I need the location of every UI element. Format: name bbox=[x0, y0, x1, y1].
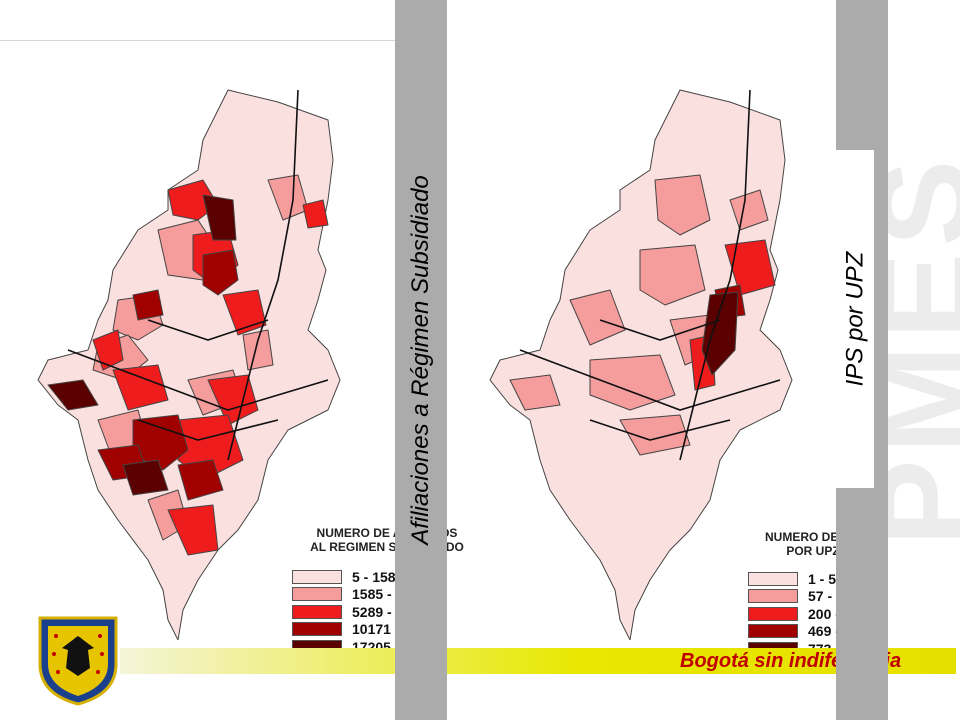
right-legend-title-line2: POR UPZ bbox=[786, 544, 840, 558]
right-map bbox=[489, 89, 793, 640]
legend-item: 1 - 56 bbox=[748, 570, 878, 588]
legend-item: 1585 - 5288 bbox=[292, 586, 482, 604]
left-panel-title: Afiliaciones a Régimen Subsidiado bbox=[407, 175, 434, 545]
legend-label: 1 - 56 bbox=[808, 570, 844, 587]
watermark: PMES bbox=[888, 40, 960, 660]
legend-swatch bbox=[292, 587, 342, 602]
legend-item: 5 - 1584 bbox=[292, 568, 482, 586]
watermark-text: PMES bbox=[888, 153, 960, 547]
legend-swatch bbox=[748, 606, 798, 621]
bogota-coat-of-arms-logo bbox=[38, 616, 118, 706]
left-map-outline bbox=[37, 89, 341, 640]
left-legend: NUMERO DE AFILIADOS AL REGIMEN SUBSIDIAD… bbox=[292, 526, 482, 656]
left-title-band: Afiliaciones a Régimen Subsidiado bbox=[395, 0, 447, 720]
legend-label: 5 - 1584 bbox=[352, 568, 404, 585]
legend-swatch bbox=[748, 571, 798, 586]
legend-swatch bbox=[748, 589, 798, 604]
brand-bar bbox=[120, 648, 956, 674]
left-legend-title-line2: AL REGIMEN SUBSIDIADO bbox=[310, 540, 464, 554]
top-divider bbox=[0, 40, 395, 41]
legend-swatch bbox=[292, 604, 342, 619]
legend-swatch bbox=[748, 624, 798, 639]
right-title-box: IPS por UPZ bbox=[836, 150, 874, 488]
legend-swatch bbox=[292, 569, 342, 584]
left-legend-title: NUMERO DE AFILIADOS AL REGIMEN SUBSIDIAD… bbox=[292, 526, 482, 554]
legend-swatch bbox=[292, 622, 342, 637]
right-panel-title: IPS por UPZ bbox=[841, 251, 868, 387]
left-map bbox=[37, 89, 341, 640]
legend-item: 5289 - 10170 bbox=[292, 603, 482, 621]
left-legend-title-line1: NUMERO DE AFILIADOS bbox=[316, 526, 458, 540]
legend-item: 10171 - 17204 bbox=[292, 621, 482, 639]
